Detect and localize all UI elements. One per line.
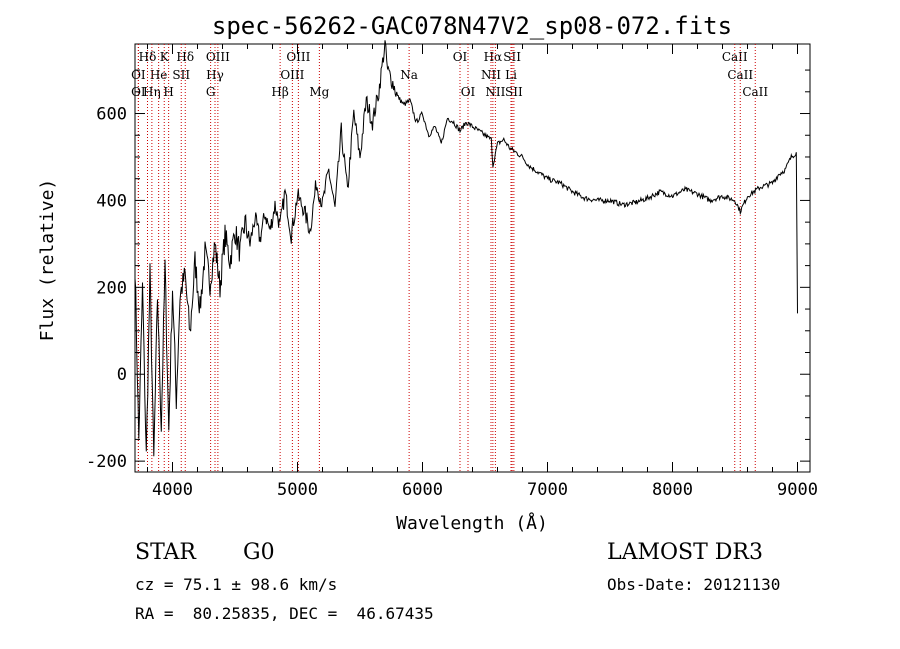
object-subclass: G0 xyxy=(243,540,275,565)
spectral-line-label: CaII xyxy=(722,50,748,64)
spectral-line-label: SII xyxy=(503,50,521,64)
y-tick-label: 0 xyxy=(117,365,127,385)
spectral-line-label: Hδ xyxy=(176,50,194,64)
y-tick-label: 400 xyxy=(96,191,127,211)
survey-name: LAMOST DR3 xyxy=(607,540,763,565)
spectral-line-label: Na xyxy=(400,68,418,82)
chart-title: spec-56262-GAC078N47V2_sp08-072.fits xyxy=(212,12,732,40)
spectral-line-label: SII xyxy=(505,85,523,99)
flux-series-line xyxy=(134,40,798,457)
spectral-line-label: Hη xyxy=(143,85,161,99)
spectral-line-label: OIII xyxy=(280,68,304,82)
spectral-line-label: CaII xyxy=(727,68,753,82)
y-axis-label: Flux (relative) xyxy=(37,179,58,342)
spectral-line-label: CaII xyxy=(742,85,768,99)
spectral-line-label: Hβ xyxy=(271,85,288,99)
y-tick-label: -200 xyxy=(86,452,127,472)
spectral-line-label: SII xyxy=(172,68,190,82)
x-axis-label: Wavelength (Å) xyxy=(396,512,548,534)
x-tick-label: 9000 xyxy=(777,480,818,500)
spectral-line-label: Hα xyxy=(484,50,503,64)
x-tick-label: 8000 xyxy=(652,480,693,500)
spectral-line-label: OI xyxy=(461,85,476,99)
spectral-line-label: Hγ xyxy=(206,68,224,82)
object-class: STAR xyxy=(135,540,196,565)
spectral-line-label: He xyxy=(150,68,168,82)
spectral-line-label: K xyxy=(160,50,170,64)
observation-date: Obs-Date: 20121130 xyxy=(607,575,781,594)
x-tick-label: 6000 xyxy=(402,480,443,500)
spectral-line-label: OIII xyxy=(206,50,230,64)
spectral-line-label: NII xyxy=(485,85,505,99)
spectral-line-label: NII xyxy=(481,68,501,82)
x-tick-label: 7000 xyxy=(527,480,568,500)
y-tick-label: 600 xyxy=(96,105,127,125)
spectral-line-label: H xyxy=(163,85,173,99)
plot-frame xyxy=(134,43,811,473)
y-tick-label: 200 xyxy=(96,278,127,298)
spectral-line-label: OI xyxy=(453,50,468,64)
spectral-line-label: OIII xyxy=(286,50,310,64)
spectral-line-label: G xyxy=(206,85,216,99)
axis-ticks: 4000 5000 6000 7000 8000 9000 -200 0 200 400 600 xyxy=(86,44,818,500)
spectral-line-label: Li xyxy=(505,68,517,82)
redshift-cz: cz = 75.1 ± 98.6 km/s xyxy=(135,575,338,594)
coordinates: RA = 80.25835, DEC = 46.67435 xyxy=(135,604,434,623)
x-tick-label: 5000 xyxy=(277,480,318,500)
spectral-line-label: Mg xyxy=(309,85,329,99)
spectral-line-label: Hδ xyxy=(139,50,157,64)
x-tick-label: 4000 xyxy=(152,480,193,500)
